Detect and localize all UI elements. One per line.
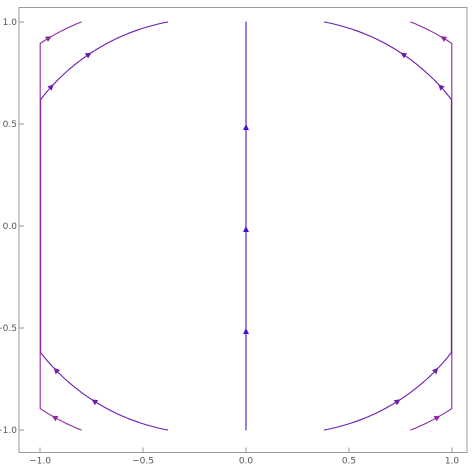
streamlines-group <box>39 21 453 431</box>
x-tick-label-2: 0.0 <box>239 457 254 467</box>
x-axis-ticks: −1.0 −0.5 0.0 0.5 1.0 <box>29 447 460 467</box>
y-tick-label-3: 0.5 <box>3 120 17 130</box>
streamline-7 <box>39 21 82 431</box>
arrowhead-7-1 <box>51 415 59 422</box>
streamline-path-6 <box>40 21 169 431</box>
arrowhead-4-1 <box>393 399 401 406</box>
y-axis-ticks: −1.0 −0.5 0.0 0.5 1.0 <box>0 18 24 436</box>
arrowhead-6-4 <box>84 52 92 59</box>
arrowhead-4-3 <box>438 84 445 91</box>
streamline-path-7 <box>39 21 82 431</box>
streamline-path-3 <box>410 21 453 431</box>
y-tick-label-0: −1.0 <box>0 426 17 436</box>
streamline-6 <box>40 21 169 431</box>
arrowhead-6-2 <box>53 367 60 375</box>
streamline-path-4 <box>323 21 452 431</box>
arrowhead-5-1 <box>243 328 249 334</box>
plot-frame <box>18 7 468 453</box>
arrowhead-6-3 <box>47 84 54 91</box>
x-tick-label-4: 1.0 <box>445 457 460 467</box>
streamline-3 <box>410 21 453 431</box>
arrowhead-3-2 <box>440 36 447 42</box>
arrowhead-5-3 <box>243 124 249 130</box>
arrowhead-7-2 <box>45 36 52 42</box>
streamline-5 <box>243 21 249 431</box>
x-tick-label-1: −0.5 <box>132 457 154 467</box>
streamline-4 <box>323 21 452 431</box>
x-tick-label-3: 0.5 <box>342 457 356 467</box>
arrowhead-5-2 <box>243 226 249 232</box>
arrowhead-6-1 <box>91 399 99 406</box>
arrowhead-4-2 <box>432 367 439 375</box>
arrowhead-4-4 <box>400 52 408 59</box>
y-tick-label-4: 1.0 <box>3 18 18 28</box>
arrowhead-3-1 <box>433 415 441 422</box>
y-tick-label-2: 0.0 <box>3 222 18 232</box>
x-tick-label-0: −1.0 <box>29 457 51 467</box>
y-tick-label-1: −0.5 <box>0 324 17 334</box>
